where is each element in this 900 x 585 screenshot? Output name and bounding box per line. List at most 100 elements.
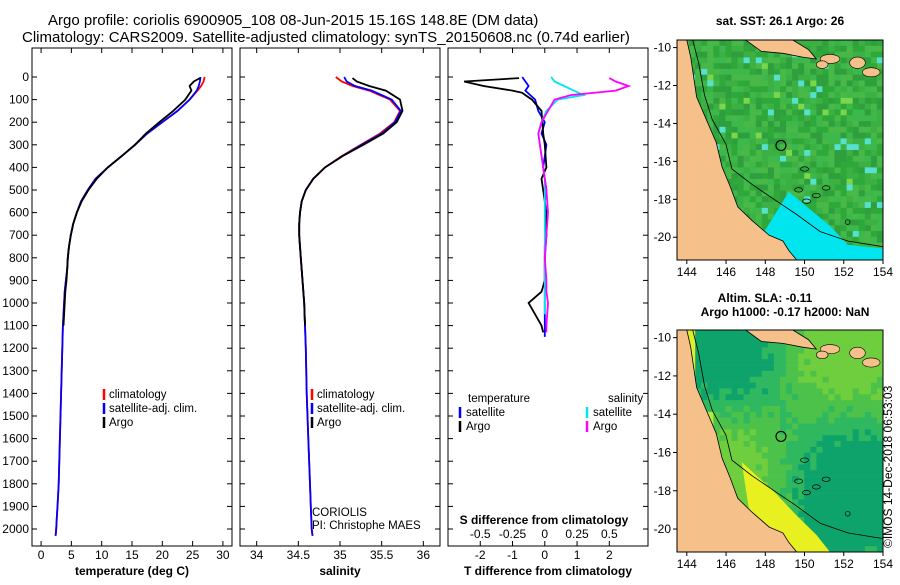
map-cell (876, 417, 883, 424)
map-cell (792, 68, 799, 76)
map-cell (731, 435, 738, 442)
map-cell (876, 411, 883, 418)
map-cell (804, 382, 811, 389)
map-cell (767, 109, 775, 116)
island (815, 60, 829, 69)
map-cell (731, 476, 738, 483)
map-cell (852, 370, 860, 378)
map-cell (792, 499, 799, 506)
map-cell (876, 341, 883, 348)
map-cell (858, 546, 866, 552)
map-cell (737, 376, 745, 383)
map-cell (773, 353, 781, 360)
map-cell (767, 417, 775, 424)
map-cell (689, 45, 696, 52)
reef-outline (802, 490, 811, 496)
map-cell (810, 178, 817, 186)
map-cell (737, 365, 745, 372)
x-tick-label: -1 (507, 548, 518, 562)
map-cell (846, 92, 854, 99)
map-x-tick-label: 154 (873, 265, 893, 279)
map-cell (731, 347, 738, 354)
map-cell (792, 173, 799, 180)
map-cell (767, 68, 775, 76)
map-cell (804, 452, 811, 459)
map-cell (822, 516, 829, 524)
map-cell (695, 63, 702, 70)
map-cell (828, 487, 835, 494)
map-cell (876, 493, 883, 500)
map-cell (719, 92, 726, 99)
map-cell (737, 493, 745, 500)
map-cell (743, 435, 751, 442)
map-cell (810, 330, 817, 337)
map-cell (780, 405, 787, 413)
map-cell (840, 516, 848, 524)
map-cell (731, 80, 738, 87)
map-cell (810, 441, 817, 448)
map-cell (743, 202, 751, 209)
map-cell (876, 103, 883, 110)
map-cell (719, 86, 726, 93)
map-cell (870, 394, 878, 401)
map-cell (749, 411, 757, 418)
map-frame (676, 39, 884, 261)
map-cell (695, 347, 702, 354)
map-cell (743, 138, 751, 145)
island (849, 56, 866, 69)
y-tick-label: 1900 (2, 499, 29, 513)
map-cell (719, 365, 726, 372)
map-cell (858, 190, 866, 197)
map-cell (743, 382, 751, 389)
map-cell (840, 190, 848, 197)
map-cell (725, 370, 732, 378)
map-cell (846, 540, 854, 547)
map-cell (852, 493, 860, 500)
map-cell (840, 376, 848, 383)
map-cell (828, 522, 835, 529)
map-cell (816, 452, 823, 459)
map-cell (773, 161, 781, 168)
map-cell (737, 388, 745, 395)
map-cell (816, 178, 823, 186)
series-line-satellite-adj-clim- (54, 76, 202, 536)
map-cell (828, 359, 835, 366)
map-cell (864, 405, 872, 413)
map-cell (761, 202, 769, 209)
map-cell (731, 400, 738, 407)
series-line-t-argo (463, 77, 548, 333)
map-cell (767, 121, 775, 128)
map-cell (749, 452, 757, 459)
map-cell (828, 184, 835, 191)
map-cell (798, 161, 805, 168)
map-cell (840, 161, 848, 168)
map-cell (804, 92, 811, 99)
map-cell (864, 499, 872, 506)
map-cell (870, 196, 878, 203)
map-cell (725, 335, 732, 342)
map-cell (786, 446, 793, 453)
map-cell (755, 458, 763, 465)
map-cell (780, 411, 787, 418)
map-cell (798, 499, 805, 506)
map-cell (743, 109, 751, 116)
map-cell (695, 80, 702, 87)
map-cell (840, 499, 848, 506)
map-y-tick-label: -14 (654, 407, 672, 421)
x-tick-label: 35.5 (370, 548, 394, 562)
map-cell (786, 97, 793, 105)
map-cell (840, 534, 848, 541)
map-cell (834, 202, 841, 209)
map-cell (743, 126, 751, 133)
map-cell (749, 126, 757, 133)
map-cell (864, 546, 872, 552)
map-cell (713, 86, 720, 93)
x-tick-label: 35 (333, 548, 347, 562)
map-cell (870, 534, 878, 541)
map-y-tick-label: -16 (654, 445, 672, 459)
map-cell (804, 365, 811, 372)
map-cell (707, 40, 714, 47)
map-cell (773, 458, 781, 465)
map-cell (719, 370, 726, 378)
map-cell (737, 481, 745, 489)
